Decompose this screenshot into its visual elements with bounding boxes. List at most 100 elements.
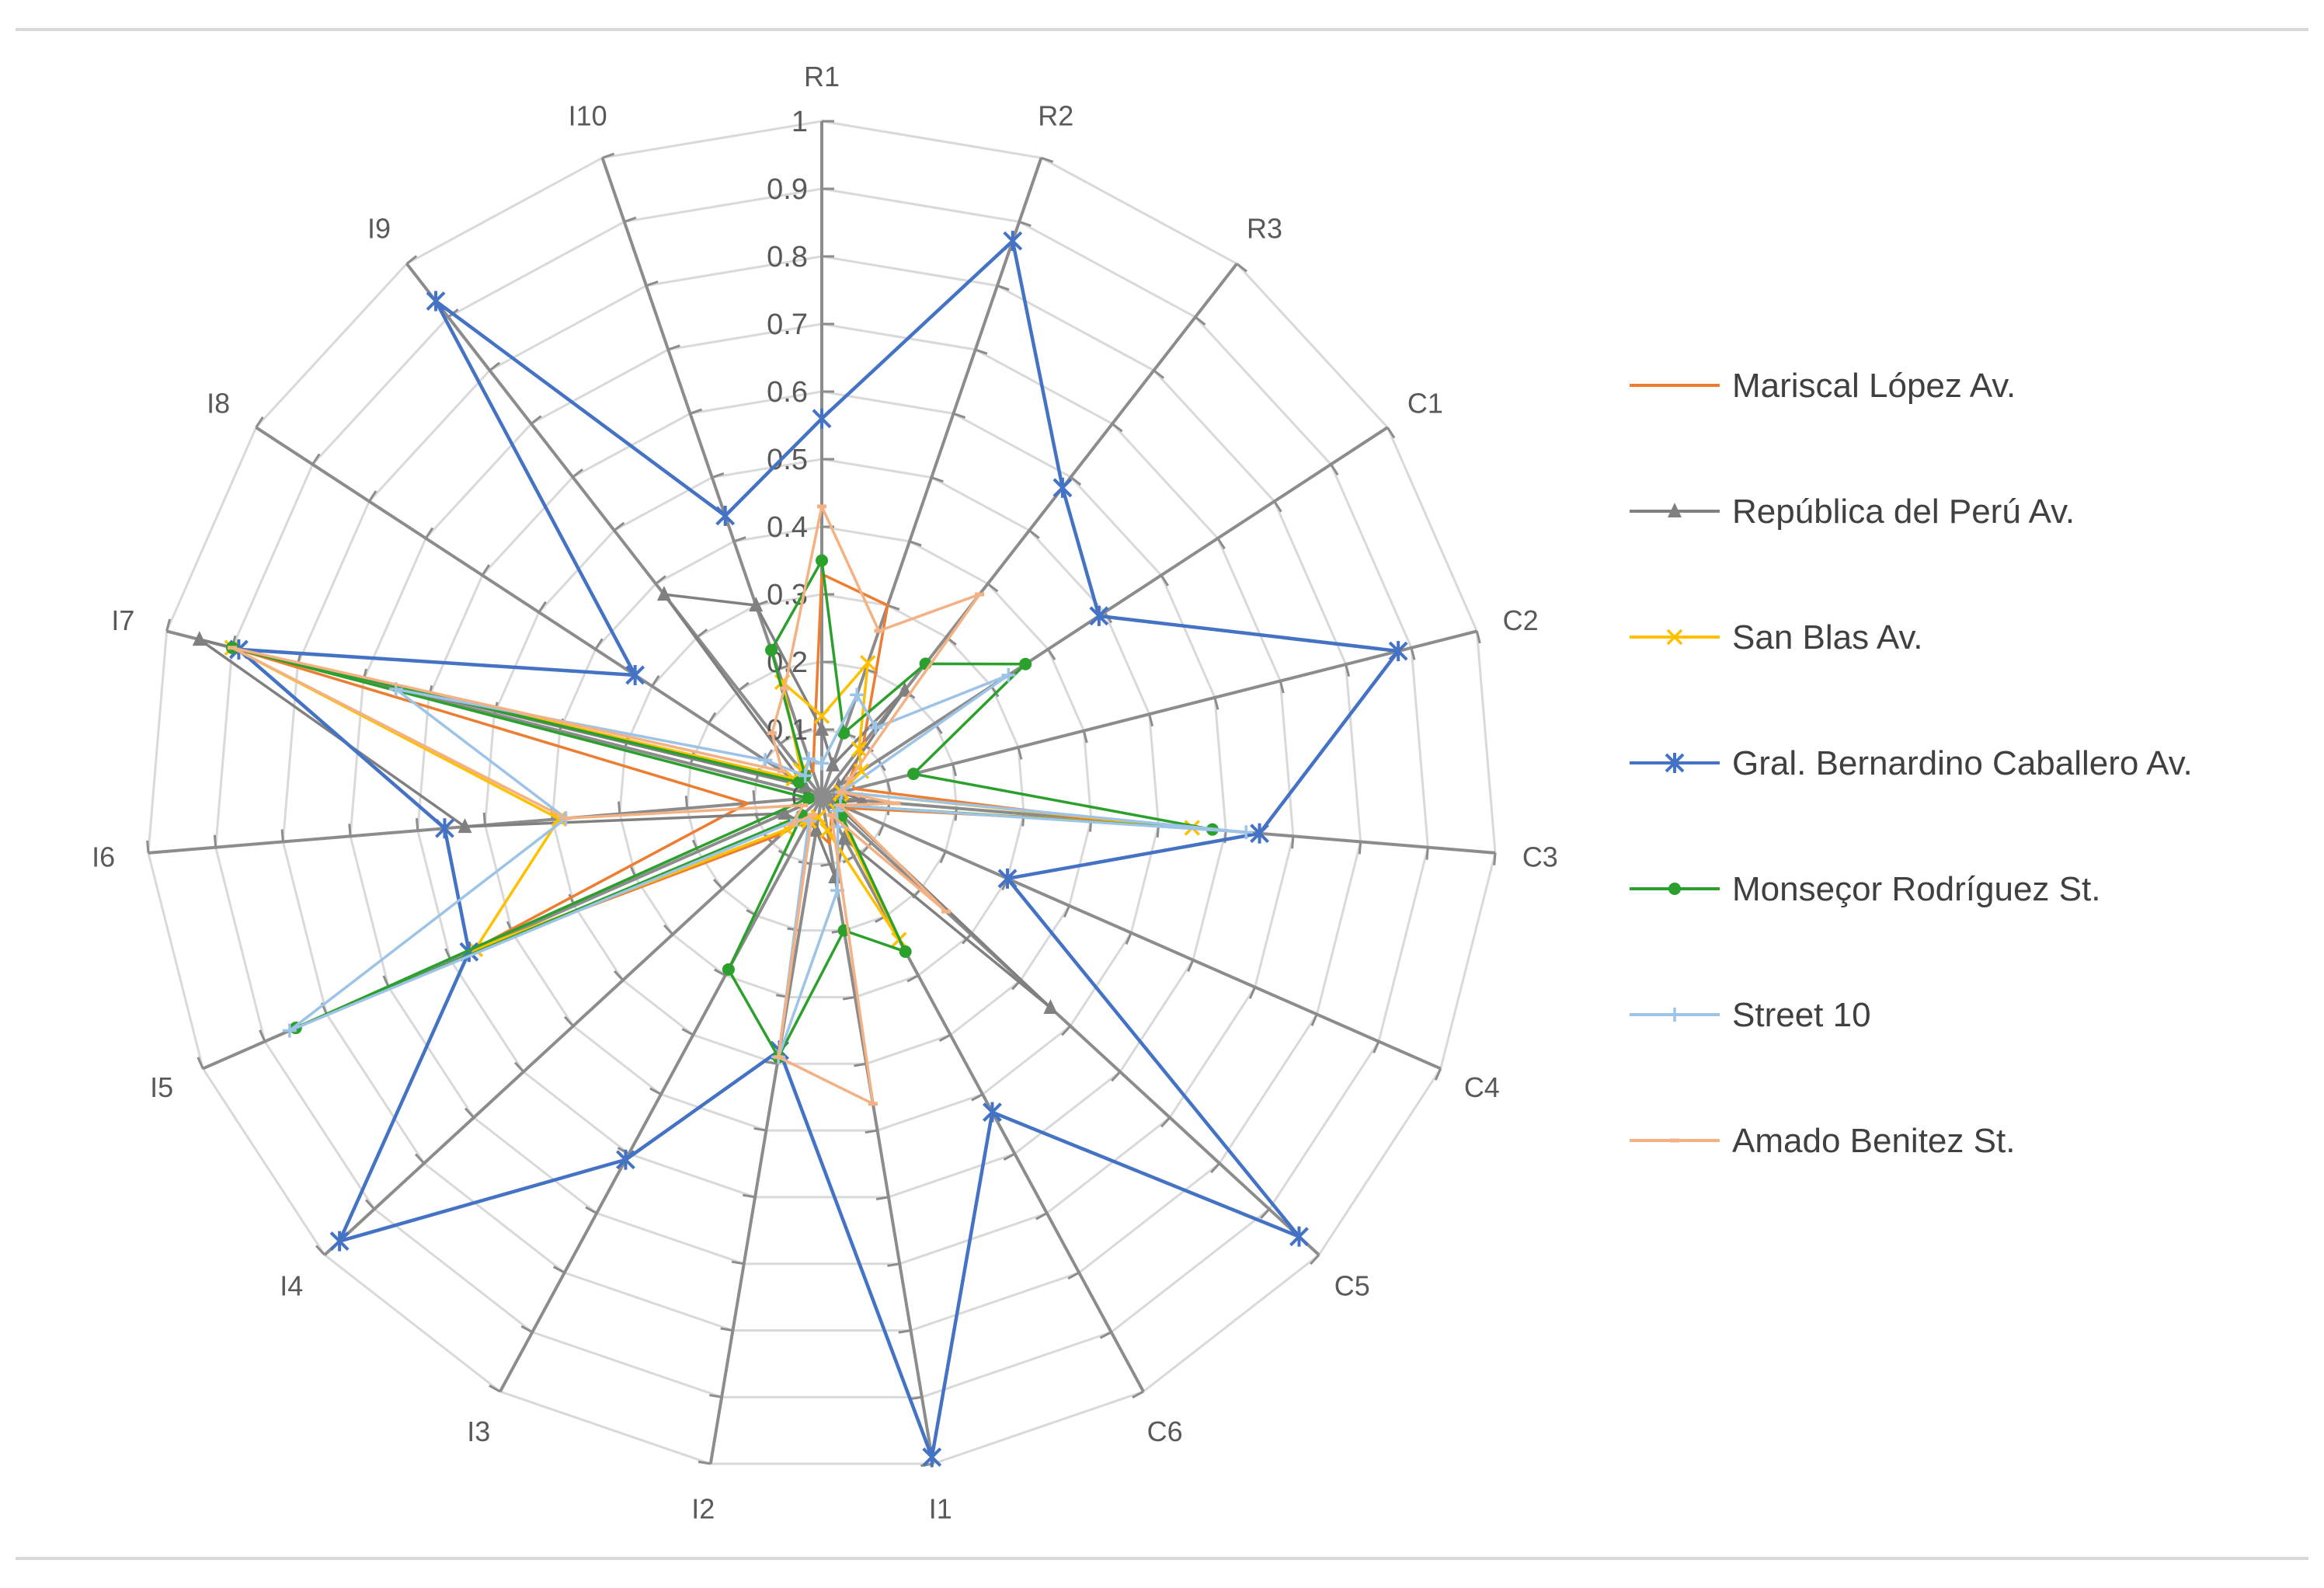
- axis-tick-mark: [764, 1060, 778, 1065]
- data-point-C1: [1089, 605, 1109, 626]
- axis-tick-mark: [887, 604, 900, 611]
- axis-tick-mark: [1279, 681, 1285, 694]
- axis-label-R3: R3: [1247, 213, 1282, 245]
- axis-tick-mark: [1195, 315, 1206, 326]
- data-point-C3: [1250, 823, 1269, 844]
- data-point-I8: [758, 753, 773, 768]
- axis-tick-mark: [368, 490, 377, 503]
- gridline-4: [551, 525, 1093, 1065]
- radar-series: [192, 231, 1408, 1468]
- data-point-I7: [192, 631, 207, 646]
- axis-tick-mark: [799, 728, 812, 735]
- axis-tick-mark: [1082, 730, 1088, 744]
- axis-tick-mark: [898, 1329, 911, 1334]
- axis-tick-mark: [482, 812, 486, 826]
- data-point-I10: [765, 643, 778, 656]
- data-point-R1: [812, 408, 832, 429]
- legend-item-4: Monseçor Rodríguez St.: [1630, 870, 2100, 908]
- axis-tick-mark: [424, 527, 434, 539]
- tick-label-6: 0.6: [767, 376, 808, 409]
- axis-tick-mark: [1125, 932, 1132, 945]
- data-point-R1: [815, 721, 829, 736]
- axis-tick-mark: [624, 216, 637, 223]
- axis-tick-mark: [1017, 747, 1023, 760]
- legend-item-1: República del Perú Av.: [1630, 493, 2075, 531]
- legend-item-5: Street 10: [1630, 996, 1871, 1034]
- axis-tick-mark: [681, 1028, 694, 1036]
- axis-tick-mark: [415, 818, 419, 831]
- radar-axis-labels: R1 R2 R3 C1 C2 C3 C4 C5 C6 I1 I2 I3 I4 I5 I6 I7 I8 I9 I10: [92, 61, 1558, 1524]
- axis-tick-mark: [862, 841, 873, 853]
- series-3: [228, 231, 1408, 1468]
- axis-tick-mark: [649, 1087, 662, 1095]
- axis-tick-mark: [1111, 1071, 1122, 1082]
- axis-tick-mark: [691, 839, 700, 852]
- axis-tick-mark: [698, 1461, 711, 1465]
- axis-tick-mark: [1035, 1212, 1048, 1221]
- axis-tick-mark: [885, 780, 892, 793]
- axis-tick-mark: [1041, 156, 1054, 163]
- marker-stroke: [793, 762, 809, 778]
- axis-tick-mark: [481, 564, 491, 576]
- axis-tick-mark: [875, 1196, 889, 1200]
- bottom-divider: [16, 1557, 2308, 1560]
- gridline-9: [214, 187, 1429, 1398]
- axis-tick-mark: [1310, 1013, 1318, 1026]
- axis-tick-mark: [364, 1199, 376, 1210]
- series-6: [227, 504, 985, 1106]
- axis-tick-mark: [713, 968, 726, 977]
- marker-stroke: [1666, 629, 1683, 646]
- gridline-3: [618, 593, 1025, 998]
- axis-tick-mark: [1063, 905, 1071, 918]
- axis-tick-mark: [585, 1206, 597, 1214]
- axis-tick-mark: [733, 536, 746, 543]
- axis-tick-mark: [1047, 648, 1056, 660]
- axis-tick-mark: [414, 1153, 426, 1165]
- legend-item-2: San Blas Av.: [1630, 618, 1922, 656]
- data-point-I9: [798, 768, 812, 783]
- axis-label-C5: C5: [1334, 1270, 1370, 1302]
- data-point-R1: [816, 554, 828, 567]
- legend: Mariscal López Av. República del Perú Av.…: [1630, 367, 2193, 1160]
- data-point-R2: [837, 726, 851, 740]
- data-point-I2: [809, 821, 823, 837]
- axis-tick-mark: [655, 575, 666, 585]
- legend-label: Gral. Bernardino Caballero Av.: [1732, 744, 2193, 782]
- axis-tick-mark: [684, 796, 689, 809]
- tick-label-7: 0.7: [767, 308, 808, 341]
- gridline-6: [416, 390, 1227, 1199]
- axis-label-I5: I5: [150, 1071, 173, 1103]
- data-point-C6: [899, 945, 912, 958]
- axis-tick-mark: [663, 924, 674, 935]
- axis-tick-mark: [594, 638, 604, 650]
- axis-tick-mark: [842, 995, 856, 1001]
- legend-label: Mariscal López Av.: [1732, 367, 2016, 405]
- series-line: [237, 239, 1400, 1459]
- axis-tick-mark: [651, 675, 660, 688]
- axis-tick-mark: [738, 681, 750, 691]
- axis-tick-mark: [1213, 697, 1219, 710]
- tick-label-8: 0.8: [767, 241, 808, 273]
- axis-tick-mark: [280, 829, 284, 842]
- legend-label: Street 10: [1732, 996, 1871, 1034]
- data-point-I6: [457, 818, 472, 834]
- marker-stroke: [851, 740, 868, 757]
- series-line: [288, 674, 1247, 1059]
- axis-tick-mark: [743, 1193, 756, 1199]
- axis-label-R2: R2: [1038, 99, 1073, 131]
- axis-tick-mark: [1132, 1390, 1144, 1399]
- axis-tick-mark: [520, 1325, 534, 1333]
- series-line: [231, 505, 981, 1106]
- axis-tick-mark: [1273, 500, 1282, 513]
- axis-tick-mark: [971, 1093, 983, 1102]
- axis-tick-mark: [877, 824, 885, 837]
- data-point-R3: [1052, 477, 1073, 498]
- series-line: [231, 559, 1214, 1059]
- axis-label-I3: I3: [467, 1416, 490, 1447]
- axis-tick-mark: [1330, 463, 1339, 475]
- axis-tick-mark: [489, 361, 501, 371]
- axis-tick-mark: [538, 601, 547, 613]
- data-point-I10: [749, 597, 764, 612]
- axis-label-I4: I4: [280, 1270, 303, 1302]
